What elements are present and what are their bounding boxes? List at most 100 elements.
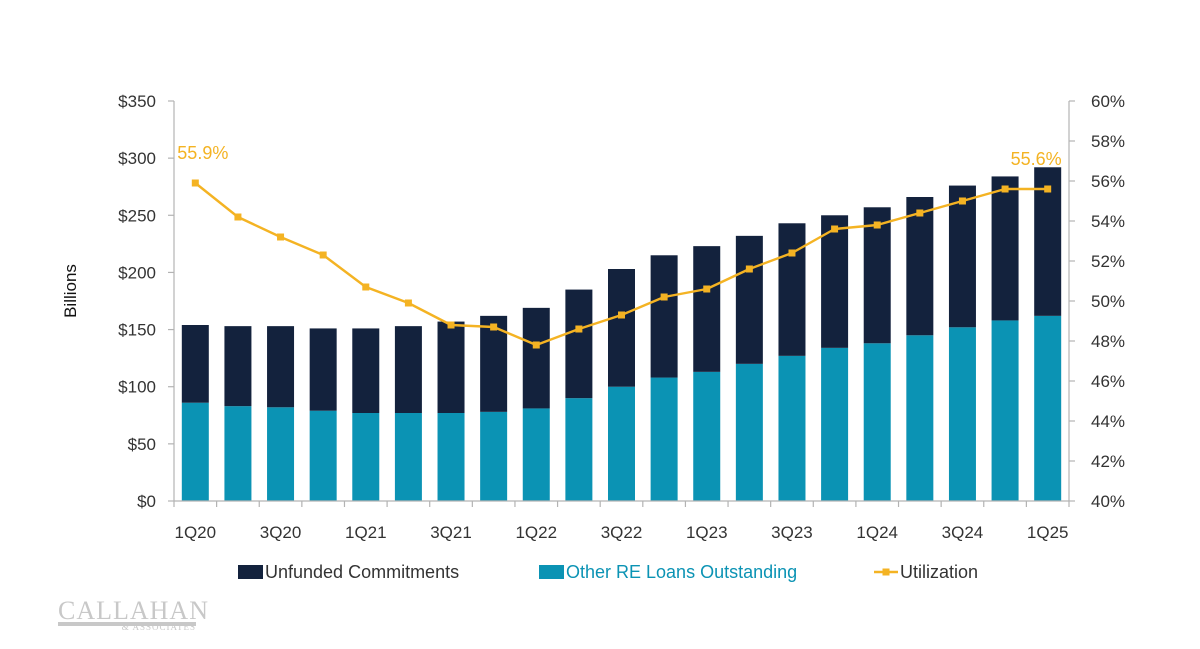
tick-labels-layer: $0 $50 $100 $150 $200 $250 $300 $350 40% 42% 44% 46… xyxy=(118,92,1125,542)
bar-other-re-loans-2q22 xyxy=(565,398,593,501)
right-tick-label: 58% xyxy=(1091,132,1125,151)
legend-label: Utilization xyxy=(900,562,978,582)
bar-unfunded-commitments-4q23 xyxy=(821,215,849,348)
right-tick-label: 52% xyxy=(1091,252,1125,271)
right-tick-label: 54% xyxy=(1091,212,1125,231)
bar-unfunded-commitments-3q20 xyxy=(267,326,295,408)
utilization-point-3q20 xyxy=(277,233,285,241)
bar-unfunded-commitments-2q24 xyxy=(906,197,934,336)
right-tick-label: 56% xyxy=(1091,172,1125,191)
utilization-annotation-1q20: 55.9% xyxy=(177,143,228,163)
bar-other-re-loans-2q23 xyxy=(735,363,763,501)
logo-bar xyxy=(58,622,196,626)
utilization-point-1q24 xyxy=(873,221,881,229)
bar-unfunded-commitments-1q20 xyxy=(181,325,209,403)
bar-other-re-loans-3q22 xyxy=(608,386,635,501)
utilization-point-4q22 xyxy=(660,293,668,301)
annotations-layer: 55.9% 55.6% xyxy=(177,143,1061,169)
y-axis-title: Billions xyxy=(61,264,80,318)
logo-name: CALLAHAN xyxy=(58,596,209,625)
bar-other-re-loans-3q23 xyxy=(778,355,806,501)
right-tick-label: 50% xyxy=(1091,292,1125,311)
left-tick-label: $350 xyxy=(118,92,156,111)
bar-unfunded-commitments-1q21 xyxy=(352,328,380,413)
right-tick-label: 44% xyxy=(1091,412,1125,431)
utilization-line-layer xyxy=(191,179,1052,349)
bar-other-re-loans-1q22 xyxy=(522,408,550,501)
left-tick-label: $50 xyxy=(128,435,156,454)
utilization-point-4q24 xyxy=(1001,185,1009,193)
bar-unfunded-commitments-2q21 xyxy=(394,326,422,413)
bar-other-re-loans-3q21 xyxy=(437,413,465,501)
utilization-point-1q23 xyxy=(703,285,711,293)
utilization-point-3q24 xyxy=(958,197,966,205)
utilization-point-1q22 xyxy=(532,341,540,349)
bar-other-re-loans-2q24 xyxy=(906,335,934,501)
logo-sub: & ASSOCIATES xyxy=(122,622,196,632)
utilization-point-2q21 xyxy=(404,299,412,307)
bars-layer xyxy=(181,167,1062,501)
right-tick-label: 46% xyxy=(1091,372,1125,391)
left-tick-label: $300 xyxy=(118,149,156,168)
callahan-logo: CALLAHAN & ASSOCIATES xyxy=(58,596,209,632)
right-tick-label: 48% xyxy=(1091,332,1125,351)
x-tick-label: 1Q25 xyxy=(1027,523,1069,542)
utilization-point-2q20 xyxy=(234,213,242,221)
x-tick-label: 3Q24 xyxy=(942,523,984,542)
utilization-point-1q25 xyxy=(1044,185,1052,193)
right-tick-label: 40% xyxy=(1091,492,1125,511)
x-tick-label: 3Q22 xyxy=(601,523,643,542)
bar-unfunded-commitments-3q22 xyxy=(608,269,635,387)
bar-unfunded-commitments-1q23 xyxy=(693,246,721,372)
legend-label: Other RE Loans Outstanding xyxy=(566,562,797,582)
left-tick-label: $100 xyxy=(118,378,156,397)
utilization-point-2q23 xyxy=(745,265,753,273)
utilization-point-4q20 xyxy=(319,251,327,259)
bar-other-re-loans-4q24 xyxy=(991,320,1019,501)
x-tick-label: 3Q21 xyxy=(430,523,472,542)
utilization-point-1q21 xyxy=(362,283,370,291)
bar-unfunded-commitments-4q20 xyxy=(309,328,337,411)
legend-swatch xyxy=(238,565,263,579)
bar-other-re-loans-1q23 xyxy=(693,371,721,501)
bar-unfunded-commitments-3q24 xyxy=(948,185,976,328)
bar-unfunded-commitments-3q23 xyxy=(778,223,806,356)
x-tick-label: 3Q20 xyxy=(260,523,302,542)
bar-other-re-loans-3q20 xyxy=(267,407,295,501)
bar-unfunded-commitments-2q22 xyxy=(565,289,593,399)
bar-other-re-loans-1q24 xyxy=(863,343,891,501)
left-tick-label: $150 xyxy=(118,321,156,340)
utilization-annotation-1q25: 55.6% xyxy=(1011,149,1062,169)
utilization-point-2q24 xyxy=(916,209,924,217)
utilization-point-3q23 xyxy=(788,249,796,257)
x-tick-label: 1Q22 xyxy=(515,523,557,542)
bar-other-re-loans-1q20 xyxy=(181,402,209,501)
legend-swatch xyxy=(539,565,564,579)
legend: Unfunded Commitments Other RE Loans Outst… xyxy=(238,562,978,582)
bar-unfunded-commitments-1q24 xyxy=(863,207,891,344)
bar-unfunded-commitments-3q21 xyxy=(437,321,465,413)
right-tick-label: 60% xyxy=(1091,92,1125,111)
bar-other-re-loans-2q21 xyxy=(394,413,422,501)
x-tick-label: 3Q23 xyxy=(771,523,813,542)
right-tick-label: 42% xyxy=(1091,452,1125,471)
bar-unfunded-commitments-4q22 xyxy=(650,255,678,378)
bar-other-re-loans-3q24 xyxy=(948,327,976,501)
x-tick-label: 1Q23 xyxy=(686,523,728,542)
bar-unfunded-commitments-1q22 xyxy=(522,307,550,409)
bar-other-re-loans-1q25 xyxy=(1034,315,1062,501)
utilization-point-4q21 xyxy=(490,323,498,331)
bar-other-re-loans-1q21 xyxy=(352,413,380,501)
bar-unfunded-commitments-2q23 xyxy=(735,235,763,364)
utilization-point-4q23 xyxy=(831,225,839,233)
utilization-point-2q22 xyxy=(575,325,583,333)
x-tick-label: 1Q20 xyxy=(175,523,217,542)
utilization-point-3q21 xyxy=(447,321,455,329)
bar-other-re-loans-2q20 xyxy=(224,406,252,501)
bar-other-re-loans-4q23 xyxy=(821,347,849,501)
bar-unfunded-commitments-2q20 xyxy=(224,326,252,407)
utilization-point-1q20 xyxy=(191,179,199,187)
legend-marker xyxy=(882,568,890,576)
x-tick-label: 1Q21 xyxy=(345,523,387,542)
